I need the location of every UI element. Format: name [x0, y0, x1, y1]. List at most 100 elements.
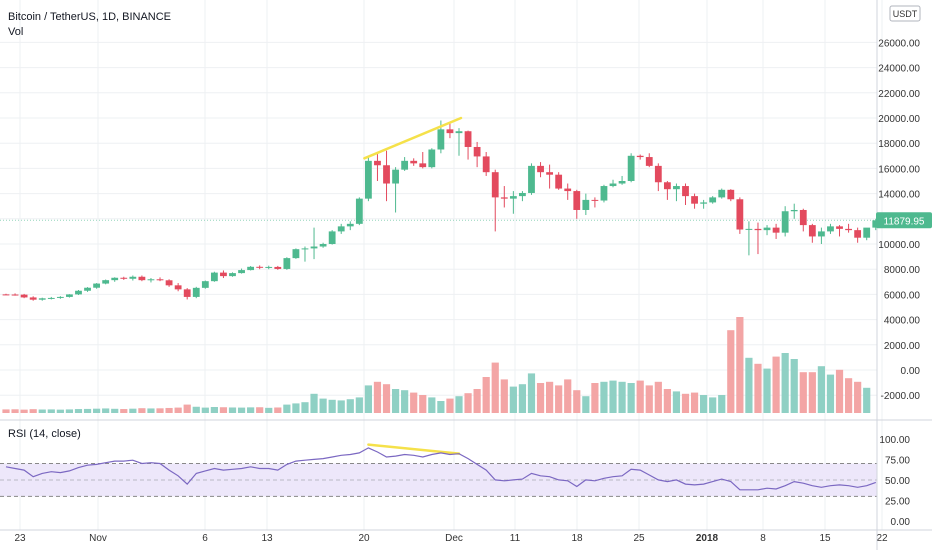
candle-body: [220, 272, 227, 277]
candle-body: [310, 246, 318, 249]
candle: [192, 286, 200, 299]
candle-body: [20, 294, 28, 298]
candle: [410, 158, 418, 166]
candle: [383, 150, 390, 202]
candle: [464, 130, 472, 160]
volume-bar: [790, 359, 798, 413]
candle-body: [192, 287, 200, 297]
candle: [863, 227, 871, 241]
volume-bar: [391, 389, 400, 413]
volume-indicator-label: Vol: [8, 26, 23, 38]
price-tick-label: 6000.00: [884, 290, 921, 301]
volume-bar: [835, 369, 844, 413]
candle-body: [138, 276, 146, 281]
candle-body: [229, 273, 236, 277]
time-tick-label: 6: [202, 533, 208, 544]
time-tick-label: 8: [760, 533, 766, 544]
volume-bar: [591, 383, 599, 413]
candle-body: [709, 197, 717, 203]
volume-bar: [56, 409, 64, 413]
candle-body: [102, 280, 110, 284]
price-tick-label: 14000.00: [878, 190, 920, 201]
candle-body: [346, 223, 354, 227]
candle-body: [772, 227, 780, 233]
candle: [265, 265, 273, 270]
last-price-label: 11879.95: [884, 216, 925, 227]
candle: [736, 197, 744, 234]
time-tick-label: 20: [358, 533, 370, 544]
candle-body: [392, 169, 399, 184]
candle: [337, 223, 345, 234]
volume-bar: [283, 404, 291, 413]
volume-bar: [808, 372, 816, 413]
currency-button[interactable]: USDT: [889, 5, 921, 22]
candle: [609, 179, 617, 188]
candle-body: [745, 228, 753, 230]
rsi-indicator-label: RSI (14, close): [8, 428, 81, 440]
candle-body: [482, 156, 490, 173]
candle: [627, 153, 635, 183]
candle-body: [546, 172, 553, 175]
volume-bar: [129, 408, 137, 413]
volume-bar: [681, 393, 690, 413]
price-tick-label: 16000.00: [878, 164, 920, 175]
candle-body: [473, 146, 481, 157]
volume-bar: [509, 386, 517, 413]
volume-bar: [582, 396, 590, 413]
volume-bar: [672, 391, 681, 413]
volume-bars: [2, 317, 871, 413]
volume-bar: [600, 381, 608, 413]
volume-bar: [536, 383, 545, 413]
candle-body: [84, 287, 91, 291]
candle: [573, 189, 581, 219]
candle-body: [183, 289, 191, 297]
volume-bar: [83, 408, 92, 413]
volume-bar: [382, 384, 391, 413]
candle-body: [736, 199, 744, 230]
candle: [374, 152, 381, 181]
volume-bar: [165, 407, 173, 413]
volume-bar: [11, 409, 19, 413]
volume-bar: [102, 408, 110, 413]
symbol-title: Bitcoin / TetherUS, 1D, BINANCE: [8, 11, 171, 23]
volume-bar: [546, 381, 554, 413]
price-tick-label: 18000.00: [878, 139, 920, 150]
volume-bar: [219, 407, 228, 413]
candle-body: [156, 279, 164, 281]
candle: [84, 287, 91, 292]
candle-body: [673, 186, 680, 190]
candle-body: [401, 160, 409, 170]
time-tick-label: 22: [876, 533, 888, 544]
candle-body: [645, 157, 653, 166]
price-tick-label: 2000.00: [884, 341, 921, 352]
time-tick-label: 25: [633, 533, 645, 544]
candle: [247, 266, 255, 271]
candle-body: [147, 279, 155, 281]
volume-bar: [609, 380, 617, 413]
candle: [11, 293, 19, 296]
candle-body: [428, 149, 436, 168]
candle: [528, 163, 535, 195]
candle: [600, 184, 608, 203]
candle-body: [591, 199, 599, 201]
volume-bar: [690, 392, 699, 413]
volume-bar: [636, 380, 644, 413]
candle: [818, 227, 825, 244]
candle-body: [519, 192, 526, 197]
candle: [636, 154, 644, 160]
volume-bar: [2, 409, 10, 413]
candle-body: [274, 266, 282, 269]
volume-bar: [455, 396, 463, 413]
candle-body: [500, 197, 508, 199]
candle: [355, 197, 363, 226]
volume-bar: [192, 406, 200, 413]
candle: [654, 163, 662, 192]
candle: [482, 152, 490, 176]
candle: [346, 221, 354, 231]
rsi-tick-label: 25.00: [885, 496, 910, 507]
candle-body: [419, 163, 427, 168]
candle-body: [383, 165, 390, 184]
candle: [120, 276, 128, 280]
candle-body: [827, 226, 834, 232]
